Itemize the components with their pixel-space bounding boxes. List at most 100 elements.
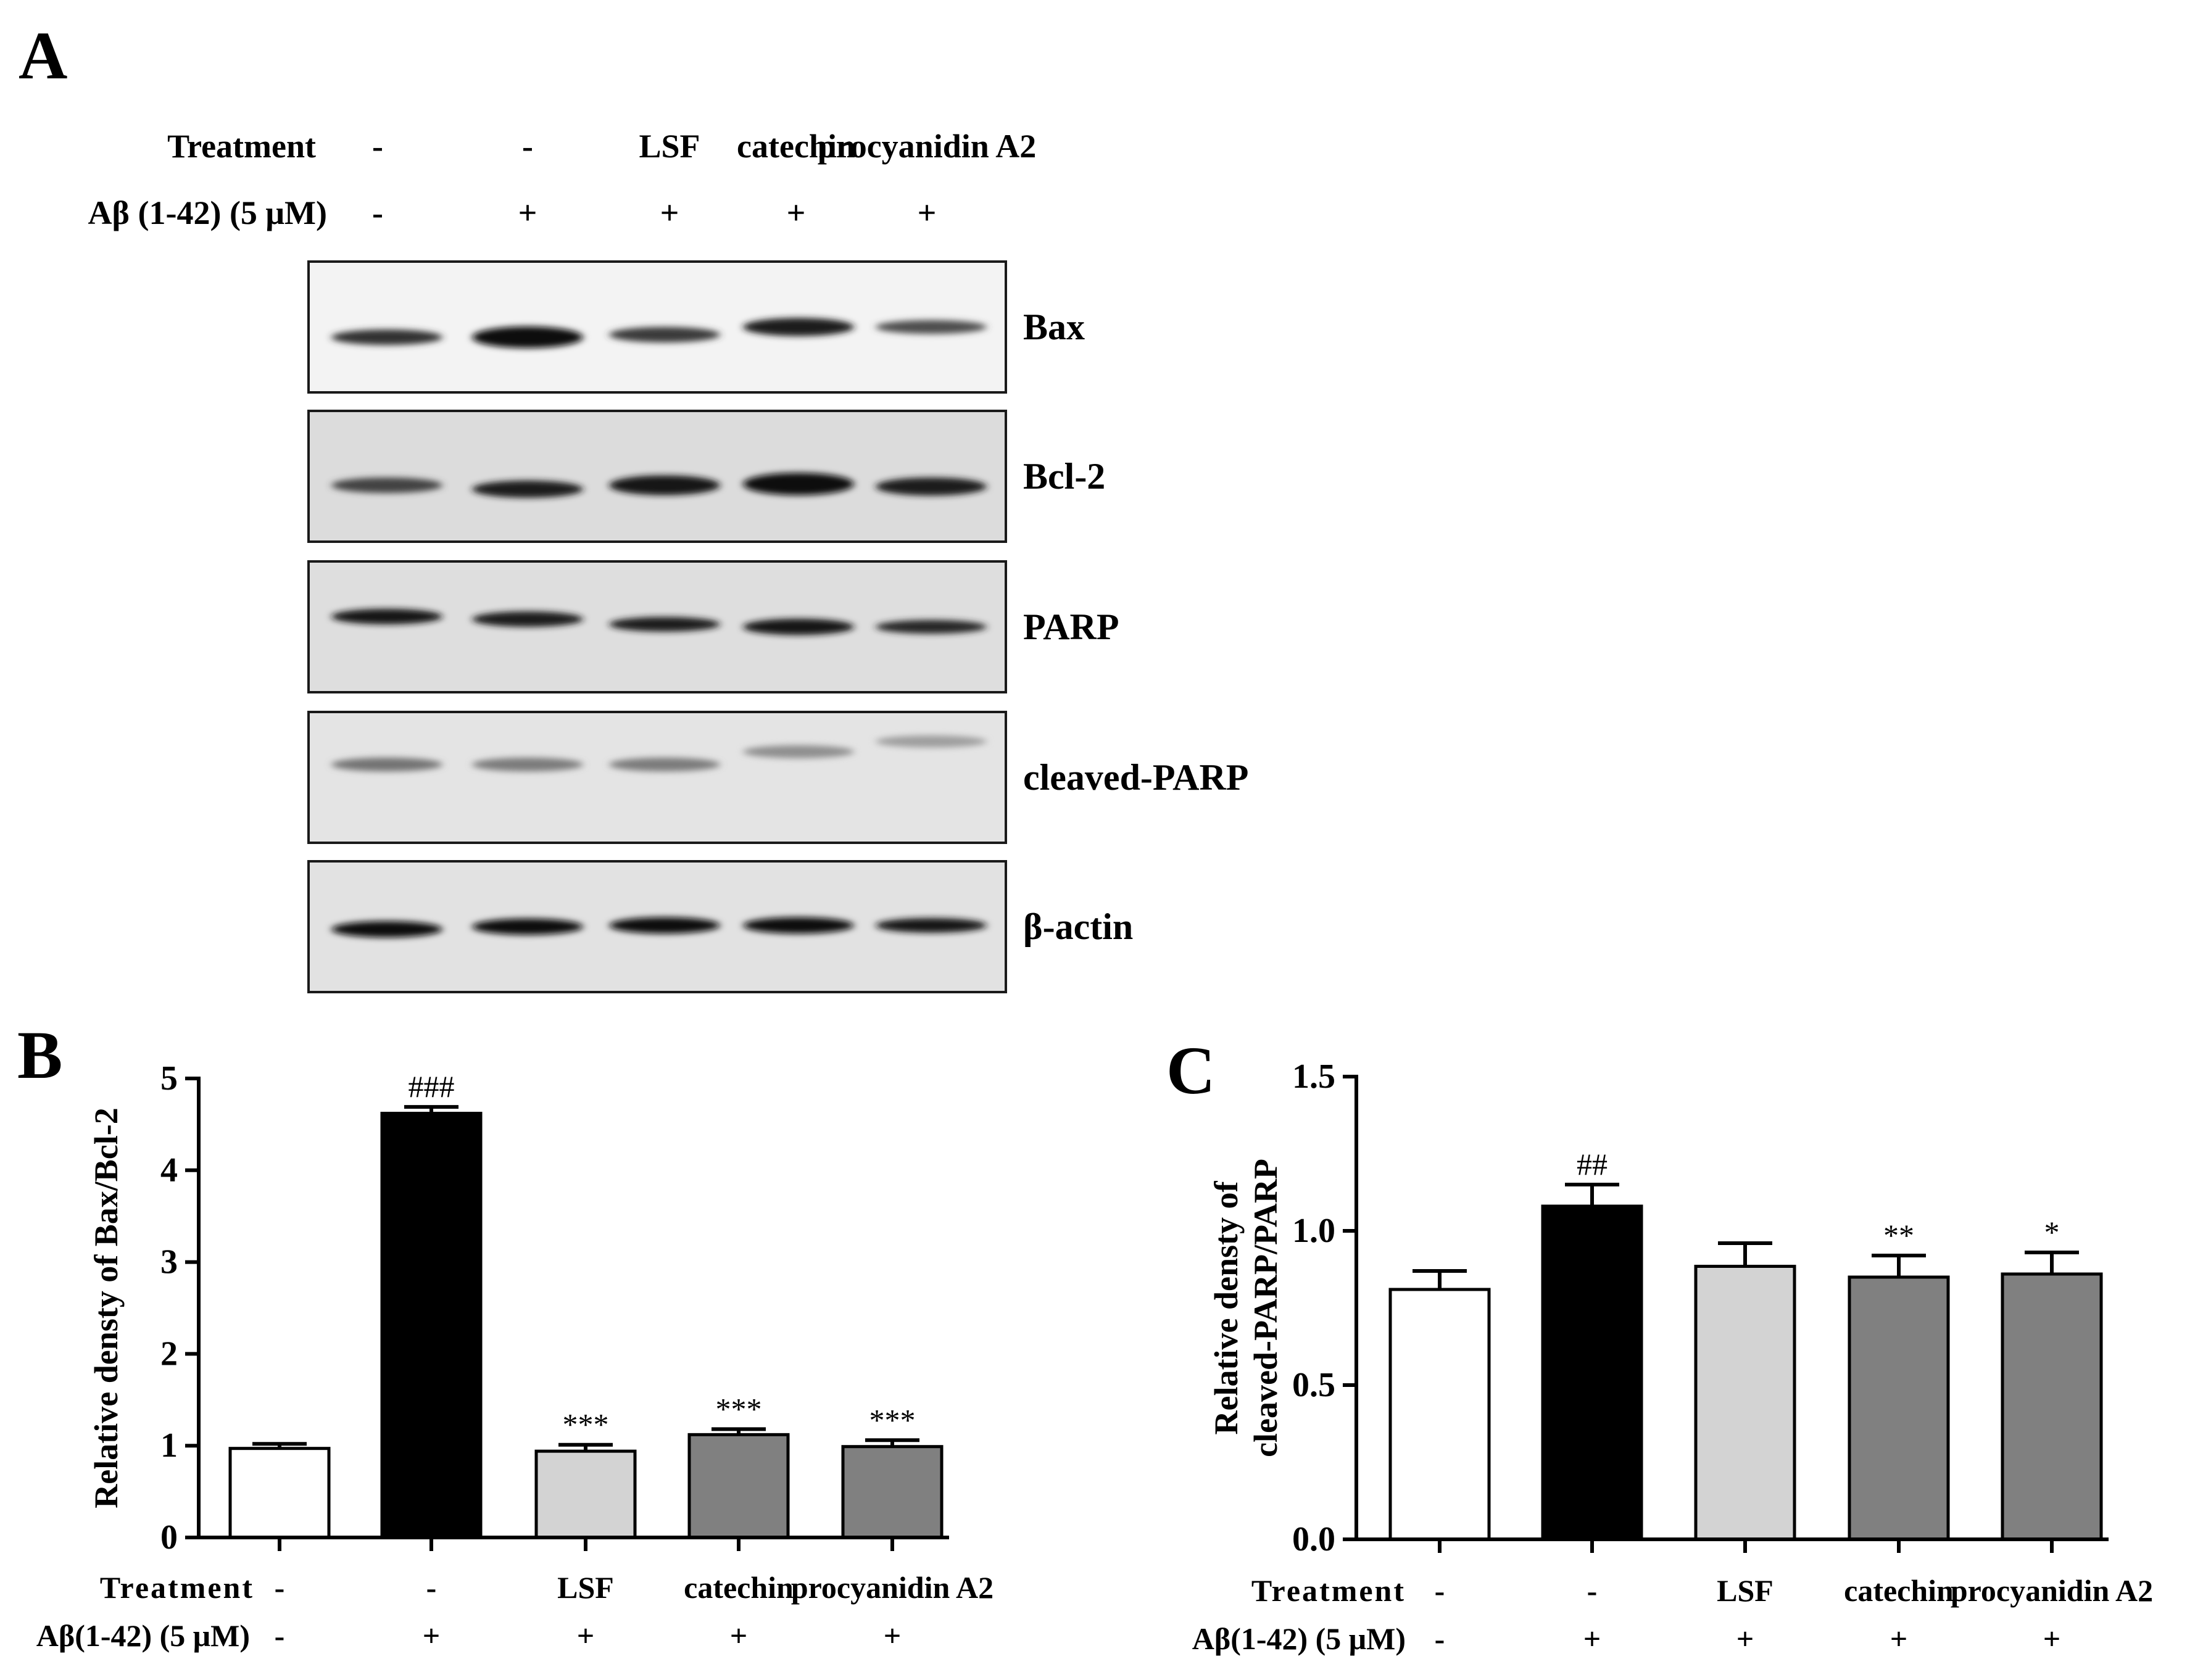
- y-tick-label: 1.0: [1292, 1212, 1335, 1250]
- blot-label-bax: Bax: [1023, 307, 1085, 347]
- bar-5: [2001, 1272, 2103, 1541]
- blot-band: [609, 917, 720, 934]
- blot-band: [472, 758, 583, 772]
- blot-band: [472, 611, 583, 627]
- blot-band: [876, 735, 987, 748]
- x-category-label: +: [884, 1618, 902, 1653]
- panel-a-header-value: -: [372, 194, 383, 231]
- y-tick-label: 0.0: [1292, 1520, 1335, 1558]
- blot-panel-parp: [307, 560, 1007, 693]
- blot-label-bcl-2: Bcl-2: [1023, 456, 1106, 497]
- x-category-label: -: [426, 1570, 437, 1605]
- bar-3: [534, 1449, 637, 1539]
- bar-2: [1541, 1204, 1643, 1541]
- blot-band: [331, 921, 442, 938]
- blot-label-parp: PARP: [1023, 606, 1119, 647]
- blot-band: [876, 918, 987, 933]
- x-header-label: Aβ(1-42) (5 μM): [1192, 1621, 1406, 1656]
- significance-label: ***: [869, 1402, 916, 1437]
- x-category-label: -: [275, 1618, 285, 1653]
- significance-label: ***: [563, 1407, 609, 1442]
- significance-label: ##: [1577, 1147, 1608, 1181]
- significance-label: ***: [716, 1391, 762, 1426]
- panel-a-header-value: -: [372, 128, 383, 165]
- y-tick-label: 5: [160, 1059, 178, 1098]
- panel-a-header-value: -: [522, 128, 533, 165]
- x-category-label: +: [1736, 1621, 1754, 1656]
- blot-band: [331, 758, 442, 772]
- significance-label: ###: [409, 1069, 455, 1104]
- x-category-label: +: [1890, 1621, 1908, 1656]
- blot-band: [609, 758, 720, 772]
- blot-band: [331, 477, 442, 494]
- blot-label-cleaved-parp: cleaved-PARP: [1023, 757, 1249, 798]
- blot-panel-actin: [307, 860, 1007, 993]
- blot-band: [876, 320, 987, 334]
- x-category-label: catechin: [684, 1570, 794, 1605]
- x-category-label: -: [1435, 1621, 1445, 1656]
- blot-label-actin: β-actin: [1023, 906, 1134, 947]
- panel-a-header-label: Treatment: [167, 128, 316, 165]
- x-header-label: Treatment: [1251, 1573, 1406, 1608]
- x-category-label: LSF: [1717, 1573, 1774, 1608]
- x-category-label: +: [1583, 1621, 1601, 1656]
- blot-band: [472, 480, 583, 498]
- y-axis-label: Relative densty of Bax/Bcl-2: [88, 1107, 125, 1508]
- panel-a-header-value: +: [786, 194, 806, 231]
- x-header-label: Aβ(1-42) (5 μM): [36, 1618, 250, 1653]
- blot-panel-bax: [307, 260, 1007, 394]
- significance-label: *: [2044, 1215, 2060, 1249]
- blot-band: [876, 619, 987, 634]
- y-tick-label: 1.5: [1292, 1057, 1335, 1096]
- panel-a-header-value: catechin: [737, 128, 855, 165]
- y-axis-label: Relative densty ofcleaved-PARP/PARP: [1208, 1159, 1284, 1457]
- x-category-label: +: [2043, 1621, 2061, 1656]
- blot-band: [743, 745, 854, 758]
- bar-1: [1388, 1288, 1491, 1541]
- x-category-label: catechin: [1844, 1573, 1954, 1608]
- panel-c-letter: C: [1166, 1033, 1216, 1108]
- y-tick-label: 3: [160, 1243, 178, 1281]
- panel-a-header-value: LSF: [639, 128, 700, 165]
- panel-a-header-value: +: [660, 194, 679, 231]
- blot-band: [743, 618, 854, 635]
- x-category-label: LSF: [557, 1570, 614, 1605]
- blot-band: [472, 326, 583, 349]
- y-tick-label: 1: [160, 1426, 178, 1465]
- x-category-label: +: [577, 1618, 595, 1653]
- bar-2: [380, 1112, 483, 1539]
- x-category-label: procyanidin A2: [791, 1570, 994, 1605]
- blot-panel-bcl-2: [307, 410, 1007, 543]
- bar-4: [1848, 1275, 1950, 1541]
- x-category-label: -: [275, 1570, 285, 1605]
- blot-band: [609, 326, 720, 343]
- y-tick-label: 0.5: [1292, 1366, 1335, 1404]
- panel-b-letter: B: [17, 1017, 63, 1093]
- x-category-label: -: [1435, 1573, 1445, 1608]
- y-tick-label: 0: [160, 1518, 178, 1557]
- x-category-label: procyanidin A2: [1951, 1573, 2153, 1608]
- bar-5: [841, 1445, 944, 1539]
- x-header-label: Treatment: [100, 1570, 254, 1605]
- chart-c: 0.00.51.01.5##** *Relative densty ofcleav…: [1192, 1057, 2153, 1656]
- chart-b: 0 1 2 3 4 5 ### *** *** *** Relative densty of Bax…: [36, 1059, 994, 1653]
- panel-a-header-value: +: [518, 194, 537, 231]
- panel-a-letter: A: [19, 18, 68, 93]
- panel-a-header-value: procyanidin A2: [817, 128, 1037, 165]
- blot-panel-cleaved-parp: [307, 711, 1007, 844]
- blot-band: [876, 477, 987, 496]
- bar-3: [1694, 1265, 1796, 1541]
- y-tick-label: 2: [160, 1334, 178, 1373]
- blot-band: [331, 608, 442, 624]
- blot-band: [743, 917, 854, 934]
- x-category-label: -: [1587, 1573, 1598, 1608]
- bar-4: [687, 1433, 790, 1539]
- blot-band: [609, 616, 720, 632]
- panel-a-header-label: Aβ (1-42) (5 μM): [88, 194, 327, 231]
- x-category-label: +: [423, 1618, 441, 1653]
- panel-a-header-value: +: [917, 194, 937, 231]
- blot-band: [472, 918, 583, 935]
- blot-band: [331, 329, 442, 346]
- x-category-label: +: [730, 1618, 748, 1653]
- blot-band: [743, 473, 854, 495]
